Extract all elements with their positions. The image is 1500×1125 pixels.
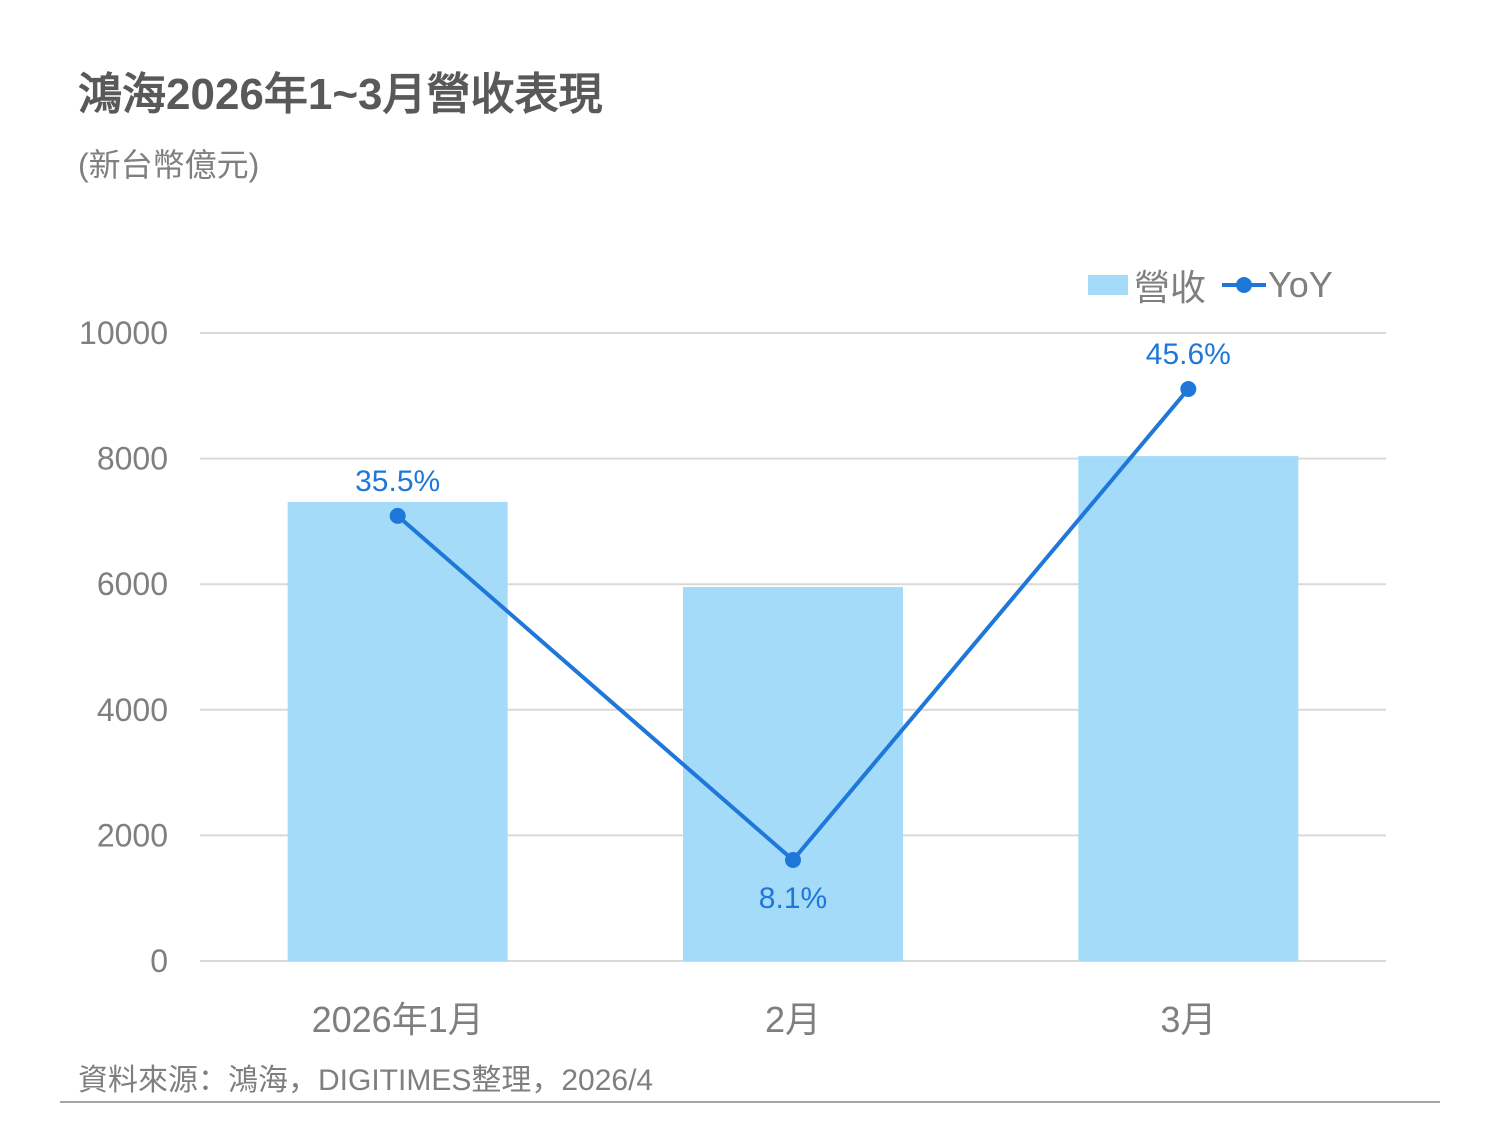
line-legend-marker-icon [1222, 275, 1267, 295]
chart-title: 鴻海2026年1~3月營收表現 [78, 70, 603, 119]
legend-bar-label: 營收 [1134, 267, 1207, 308]
x-axis-category-label: 2026年1月 [312, 999, 484, 1040]
y-axis-tick-label: 2000 [97, 817, 168, 853]
y-axis-tick-label: 6000 [97, 566, 168, 602]
source-note: 資料來源：鴻海，DIGITIMES整理，2026/4 [78, 1064, 654, 1097]
yoy-data-label: 8.1% [759, 882, 827, 915]
footer-divider [60, 1101, 1440, 1103]
y-axis-tick-label: 8000 [97, 441, 168, 477]
revenue-bar [1078, 456, 1299, 961]
yoy-data-label: 35.5% [355, 465, 440, 498]
yoy-point-marker-icon [389, 507, 406, 524]
yoy-data-label: 45.6% [1146, 338, 1231, 371]
y-axis-tick-label: 4000 [97, 692, 168, 728]
x-axis-category-label: 3月 [1160, 999, 1216, 1040]
yoy-point-marker-icon [785, 852, 801, 868]
yoy-point-marker-icon [1180, 381, 1197, 397]
chart-unit-subtitle: (新台幣億元) [78, 147, 260, 183]
chart-legend: 營收 YoY [1088, 264, 1333, 308]
y-axis-tick-label: 0 [150, 943, 168, 979]
revenue-bar [287, 501, 508, 961]
y-axis-tick-label: 10000 [79, 315, 168, 351]
bar-legend-swatch-icon [1088, 275, 1128, 295]
legend-line-label: YoY [1268, 264, 1333, 305]
x-axis-category-label: 2月 [765, 999, 821, 1040]
